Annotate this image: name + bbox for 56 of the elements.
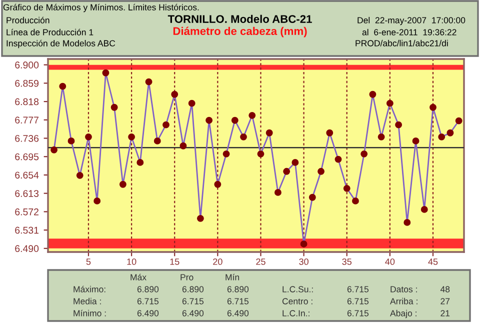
text: 6.715 bbox=[137, 298, 159, 304]
text: 6.490 bbox=[227, 310, 249, 316]
x-tick-label: 35 bbox=[342, 258, 352, 265]
text: Línea de Producción 1 bbox=[6, 28, 94, 36]
text: L.C.In.: bbox=[282, 310, 310, 316]
text: Mínimo : bbox=[74, 310, 106, 316]
x-tick-label: 10 bbox=[127, 258, 136, 265]
text: Arriba : bbox=[390, 298, 418, 304]
text: 6.715 bbox=[227, 298, 249, 304]
text: Producción bbox=[6, 16, 50, 24]
chart-title: TORNILLO. Modelo ABC-21 bbox=[168, 14, 312, 23]
text: 27 bbox=[440, 298, 450, 304]
y-tick-label: 6.490 bbox=[15, 245, 39, 252]
x-tick-label: 45 bbox=[428, 258, 438, 265]
text: Del 22-may-2007 17:00:00 bbox=[358, 16, 466, 26]
chart-subtitle: Diámetro de cabeza (mm) bbox=[173, 26, 307, 38]
text: Datos : bbox=[390, 286, 417, 292]
x-tick-label: 15 bbox=[170, 258, 180, 265]
x-tick-label: 20 bbox=[213, 258, 222, 265]
text: 48 bbox=[440, 286, 450, 292]
text: 21 bbox=[440, 310, 450, 316]
y-tick-label: 6.695 bbox=[15, 153, 39, 160]
text: Inspección de Modelos ABC bbox=[6, 40, 116, 48]
text: Pro bbox=[180, 274, 194, 280]
text: 6.715 bbox=[347, 286, 369, 292]
text: Máximo: bbox=[74, 286, 106, 292]
text: Gráfico de Máximos y Mínimos. Límites Históricos. bbox=[3, 4, 199, 12]
text: PROD/abc/lin1/abc21/di bbox=[356, 40, 448, 46]
y-tick-label: 6.859 bbox=[15, 80, 39, 87]
y-tick-label: 6.613 bbox=[15, 190, 39, 197]
y-tick-label: 6.572 bbox=[15, 208, 38, 216]
text: L.C.Su.: bbox=[282, 286, 313, 292]
text: Abajo : bbox=[390, 310, 416, 318]
text: Centro : bbox=[282, 298, 312, 304]
y-tick-label: 6.900 bbox=[15, 62, 39, 68]
text: 6.715 bbox=[182, 298, 204, 304]
y-tick-label: 6.531 bbox=[15, 226, 38, 234]
text: 6.890 bbox=[137, 286, 159, 292]
text: 6.490 bbox=[137, 310, 159, 316]
text: 6.490 bbox=[182, 310, 204, 316]
y-tick-label: 6.818 bbox=[15, 98, 39, 106]
text: 6.890 bbox=[227, 286, 249, 292]
text: Máx bbox=[130, 274, 146, 280]
x-tick-label: 40 bbox=[385, 258, 395, 265]
y-tick-label: 6.654 bbox=[15, 172, 39, 179]
text: 6.715 bbox=[347, 298, 369, 304]
text: Media : bbox=[74, 298, 101, 304]
y-tick-label: 6.736 bbox=[15, 134, 39, 142]
text: al 6-ene-2011 19:36:22 bbox=[362, 28, 456, 36]
y-tick-label: 6.777 bbox=[15, 116, 38, 124]
text: Mín bbox=[226, 274, 240, 280]
x-tick-label: 5 bbox=[86, 258, 91, 265]
x-tick-label: 25 bbox=[256, 258, 266, 265]
text: 6.715 bbox=[347, 310, 369, 316]
x-tick-label: 30 bbox=[299, 258, 308, 265]
text: 6.890 bbox=[182, 286, 204, 292]
